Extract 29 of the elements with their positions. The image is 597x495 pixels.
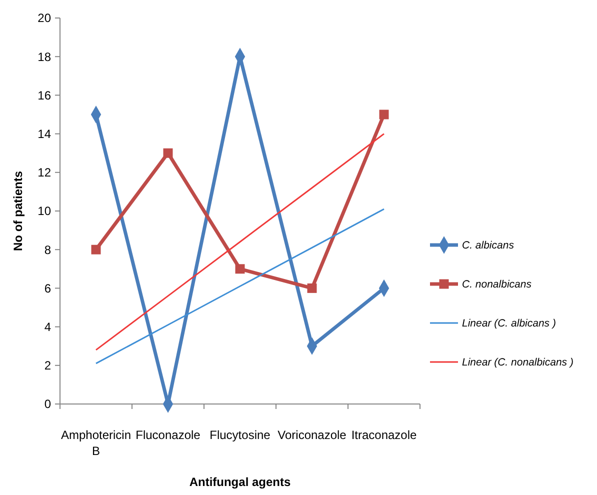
point <box>307 283 317 293</box>
y-tick-label: 6 <box>44 281 52 296</box>
y-tick-label: 14 <box>38 127 52 141</box>
y-axis-title: No of patients <box>11 170 25 251</box>
y-tick-label: 18 <box>38 50 52 64</box>
y-tick-label: 8 <box>44 242 52 257</box>
x-tick-label: Amphotericin B <box>60 428 132 458</box>
legend-label: Linear (C. nonalbicans ) <box>462 356 574 369</box>
x-axis-title: Antifungal agents <box>189 475 291 489</box>
y-tick-label: 2 <box>44 358 52 373</box>
legend-label: C. nonalbicans <box>462 278 532 291</box>
point <box>91 244 101 254</box>
y-tick-label: 16 <box>38 88 52 102</box>
y-tick-label: 20 <box>38 11 52 26</box>
point <box>235 264 245 274</box>
x-tick-label: Fluconazole <box>136 428 201 442</box>
legend-label: C. albicans <box>462 240 515 252</box>
point <box>163 148 173 158</box>
y-tick-label: 0 <box>44 397 52 412</box>
y-tick-label: 4 <box>44 320 52 334</box>
legend-label: Linear (C. albicans ) <box>462 318 556 330</box>
y-tick-label: 10 <box>38 204 52 218</box>
x-tick-label: Itraconazole <box>351 428 418 442</box>
point <box>379 110 389 120</box>
line-series <box>95 133 385 351</box>
x-tick-label: Voriconazole <box>278 428 347 442</box>
line-series <box>95 208 385 364</box>
y-tick-label: 12 <box>38 166 52 180</box>
x-tick-label: Flucytosine <box>210 428 271 442</box>
